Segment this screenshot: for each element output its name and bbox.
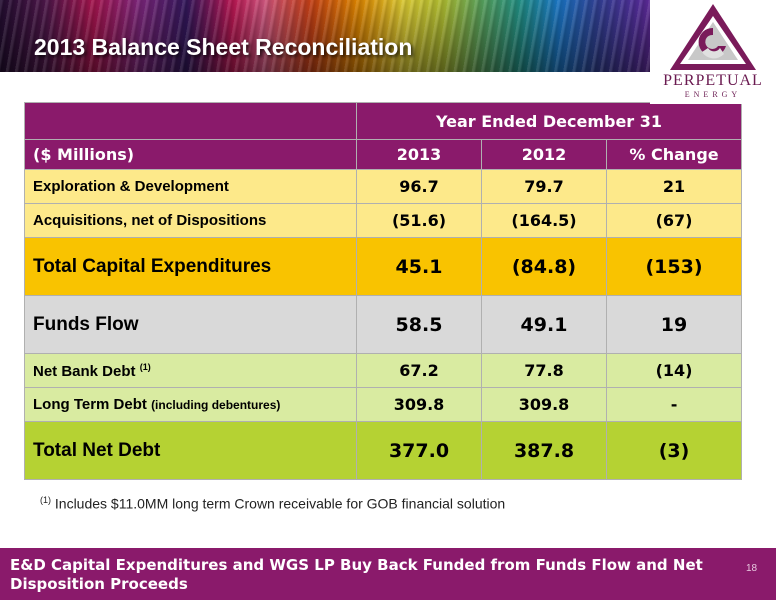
row-label-qualifier: (including debentures) [151, 398, 281, 412]
value-2013: 45.1 [356, 237, 482, 296]
row-label-text: Long Term Debt [33, 396, 147, 413]
value-change: 21 [605, 169, 743, 204]
value-2013: 96.7 [356, 169, 482, 204]
period-header: Year Ended December 31 [355, 102, 743, 140]
value-2013: 58.5 [356, 295, 482, 354]
footer-message: E&D Capital Expenditures and WGS LP Buy … [10, 556, 703, 593]
table-row: Total Capital Expenditures 45.1 (84.8) (… [24, 237, 743, 296]
value-2012: 77.8 [481, 353, 607, 388]
value-2012: 79.7 [481, 169, 607, 204]
table-row: Total Net Debt 377.0 387.8 (3) [24, 421, 743, 480]
value-change: (153) [605, 237, 743, 296]
table-row: Acquisitions, net of Dispositions (51.6)… [24, 203, 743, 238]
perpetual-triangle-icon [670, 4, 756, 70]
footer-bar: E&D Capital Expenditures and WGS LP Buy … [0, 548, 776, 600]
row-label: Total Net Debt [24, 421, 357, 480]
value-change: (3) [605, 421, 743, 480]
table-row: Exploration & Development 96.7 79.7 21 [24, 169, 743, 204]
value-change: - [605, 387, 743, 422]
column-header-2013: 2013 [356, 139, 482, 170]
logo-name: PERPETUAL [663, 72, 763, 89]
value-2012: 49.1 [481, 295, 607, 354]
row-label: Funds Flow [24, 295, 357, 354]
column-header-units: ($ Millions) [24, 139, 357, 170]
table-row: Long Term Debt (including debentures) 30… [24, 387, 743, 422]
row-label: Net Bank Debt (1) [24, 353, 357, 388]
value-2013: (51.6) [356, 203, 482, 238]
value-2013: 67.2 [356, 353, 482, 388]
value-2013: 377.0 [356, 421, 482, 480]
footnote-marker: (1) [139, 361, 151, 372]
row-label: Long Term Debt (including debentures) [24, 387, 357, 422]
value-2012: (164.5) [481, 203, 607, 238]
page-number: 18 [746, 563, 758, 574]
value-change: 19 [605, 295, 743, 354]
table-row: Funds Flow 58.5 49.1 19 [24, 295, 743, 354]
footnote-marker: (1) [40, 495, 51, 505]
table-period-header-row: Year Ended December 31 [24, 102, 743, 140]
value-2013: 309.8 [356, 387, 482, 422]
value-change: (67) [605, 203, 743, 238]
logo-subtitle: ENERGY [684, 90, 742, 99]
company-logo: PERPETUAL ENERGY [650, 0, 776, 104]
row-label: Exploration & Development [24, 169, 357, 204]
table-header-blank [24, 102, 357, 140]
column-header-2012: 2012 [481, 139, 607, 170]
row-label-text: Net Bank Debt [33, 362, 136, 380]
column-header-change: % Change [605, 139, 743, 170]
footnote: (1) Includes $11.0MM long term Crown rec… [40, 495, 505, 512]
value-change: (14) [605, 353, 743, 388]
value-2012: 309.8 [481, 387, 607, 422]
table-row: Net Bank Debt (1) 67.2 77.8 (14) [24, 353, 743, 388]
table-column-header-row: ($ Millions) 2013 2012 % Change [24, 139, 743, 170]
value-2012: 387.8 [481, 421, 607, 480]
footnote-text: Includes $11.0MM long term Crown receiva… [54, 495, 506, 512]
page-title: 2013 Balance Sheet Reconciliation [34, 34, 413, 60]
value-2012: (84.8) [481, 237, 607, 296]
title-banner [0, 0, 776, 72]
row-label: Total Capital Expenditures [24, 237, 357, 296]
row-label: Acquisitions, net of Dispositions [24, 203, 357, 238]
reconciliation-table: Year Ended December 31 ($ Millions) 2013… [24, 102, 743, 480]
